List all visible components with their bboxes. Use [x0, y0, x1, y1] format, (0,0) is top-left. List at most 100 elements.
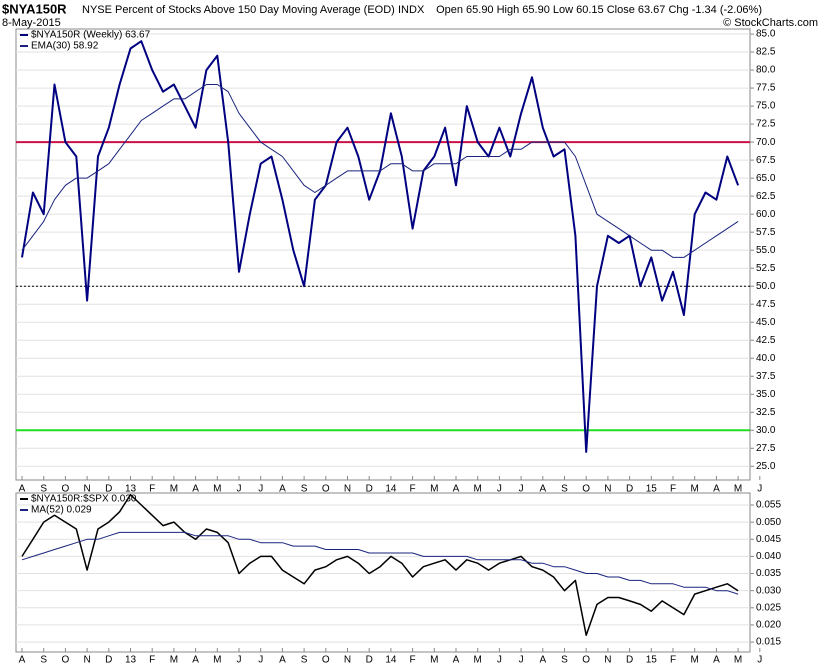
- y-tick-label: 40.0: [756, 353, 776, 364]
- y-tick-label: 77.5: [756, 83, 776, 94]
- x-tick-label: J: [237, 484, 242, 495]
- x-tick-label: A: [713, 484, 720, 495]
- x-tick-label: N: [604, 484, 611, 495]
- date: 8-May-2015: [2, 17, 61, 29]
- y-tick-label: 52.5: [756, 263, 776, 274]
- x-tick-label: F: [670, 484, 676, 495]
- price-panel: [15, 28, 751, 481]
- y-tick-label: 0.045: [756, 534, 781, 545]
- x-tick-label: O: [582, 655, 590, 666]
- x-tick-label: F: [670, 655, 676, 666]
- y-tick-label: 55.0: [756, 245, 776, 256]
- y-tick-label: 0.040: [756, 551, 781, 562]
- credit: © StockCharts.com: [723, 17, 818, 29]
- x-tick-label: O: [322, 655, 330, 666]
- y-tick-label: 45.0: [756, 317, 776, 328]
- x-tick-label: J: [237, 655, 242, 666]
- legend-label: EMA(30) 58.92: [31, 41, 99, 52]
- x-tick-label: M: [213, 655, 221, 666]
- y-tick-label: 65.0: [756, 173, 776, 184]
- x-tick-label: S: [40, 655, 47, 666]
- plot-area: [21, 493, 739, 636]
- y-tick-label: 0.020: [756, 620, 781, 631]
- x-tick-label: M: [170, 655, 178, 666]
- x-tick-label: D: [366, 484, 373, 495]
- x-tick-label: 14: [385, 484, 397, 495]
- x-tick-label: 14: [385, 655, 397, 666]
- x-tick-label: M: [734, 655, 742, 666]
- x-tick-label: 13: [125, 655, 137, 666]
- x-tick-label: D: [105, 655, 112, 666]
- x-tick-label: A: [19, 484, 26, 495]
- x-tick-label: 15: [646, 484, 658, 495]
- x-tick-label: J: [519, 655, 524, 666]
- x-tick-label: J: [497, 484, 502, 495]
- x-tick-label: O: [62, 655, 70, 666]
- x-tick-label: F: [149, 655, 155, 666]
- x-tick-label: M: [213, 484, 221, 495]
- y-tick-label: 27.5: [756, 443, 776, 454]
- x-tick-label: M: [734, 484, 742, 495]
- x-tick-label: A: [539, 484, 546, 495]
- series-line: [21, 84, 739, 258]
- x-tick-label: M: [691, 655, 699, 666]
- symbol: $NYA150R: [2, 1, 67, 16]
- description: NYSE Percent of Stocks Above 150 Day Mov…: [82, 4, 395, 16]
- y-tick-label: 82.5: [756, 47, 776, 58]
- x-tick-label: F: [410, 484, 416, 495]
- x-tick-label: J: [757, 484, 762, 495]
- y-tick-label: 25.0: [756, 461, 776, 472]
- x-tick-label: A: [713, 655, 720, 666]
- y-tick-label: 57.5: [756, 227, 776, 238]
- x-tick-label: J: [258, 655, 263, 666]
- y-tick-label: 37.5: [756, 371, 776, 382]
- y-tick-label: 42.5: [756, 335, 776, 346]
- y-tick-label: 35.0: [756, 389, 776, 400]
- plot-area: [16, 40, 750, 453]
- y-tick-label: 0.025: [756, 602, 781, 613]
- y-tick-label: 0.050: [756, 517, 781, 528]
- y-tick-label: 0.035: [756, 568, 781, 579]
- x-tick-label: D: [105, 484, 112, 495]
- x-tick-label: D: [626, 484, 633, 495]
- x-tick-label: S: [40, 484, 47, 495]
- y-tick-label: 70.0: [756, 137, 776, 148]
- x-tick-label: A: [453, 655, 460, 666]
- y-tick-label: 80.0: [756, 65, 776, 76]
- y-tick-label: 0.030: [756, 585, 781, 596]
- legend-label: $NYA150R:$SPX 0.030: [31, 494, 137, 505]
- x-tick-label: F: [410, 655, 416, 666]
- x-tick-label: D: [366, 655, 373, 666]
- x-tick-label: S: [561, 484, 568, 495]
- y-tick-label: 75.0: [756, 101, 776, 112]
- y-tick-label: 67.5: [756, 155, 776, 166]
- x-tick-label: N: [83, 655, 90, 666]
- x-tick-label: S: [301, 484, 308, 495]
- x-tick-label: M: [691, 484, 699, 495]
- x-tick-label: S: [301, 655, 308, 666]
- x-tick-label: J: [519, 484, 524, 495]
- x-tick-label: J: [497, 655, 502, 666]
- series-line: [21, 531, 739, 595]
- x-tick-label: A: [453, 484, 460, 495]
- y-tick-label: 30.0: [756, 425, 776, 436]
- y-tick-label: 72.5: [756, 119, 776, 130]
- y-tick-label: 0.015: [756, 637, 781, 648]
- x-tick-label: M: [170, 484, 178, 495]
- legend-label: MA(52) 0.029: [31, 505, 92, 516]
- exchange: INDX: [398, 4, 425, 16]
- x-tick-label: M: [474, 655, 482, 666]
- y-tick-label: 0.055: [756, 500, 781, 511]
- x-tick-label: F: [149, 484, 155, 495]
- quote: Open 65.90 High 65.90 Low 60.15 Close 63…: [436, 4, 762, 16]
- legend-label: $NYA150R (Weekly) 63.67: [31, 30, 151, 41]
- y-tick-label: 85.0: [756, 29, 776, 40]
- x-tick-label: J: [757, 655, 762, 666]
- x-tick-label: N: [344, 655, 351, 666]
- x-tick-label: O: [62, 484, 70, 495]
- series-line: [21, 493, 739, 636]
- y-tick-label: 32.5: [756, 407, 776, 418]
- x-tick-label: J: [258, 484, 263, 495]
- y-tick-label: 60.0: [756, 209, 776, 220]
